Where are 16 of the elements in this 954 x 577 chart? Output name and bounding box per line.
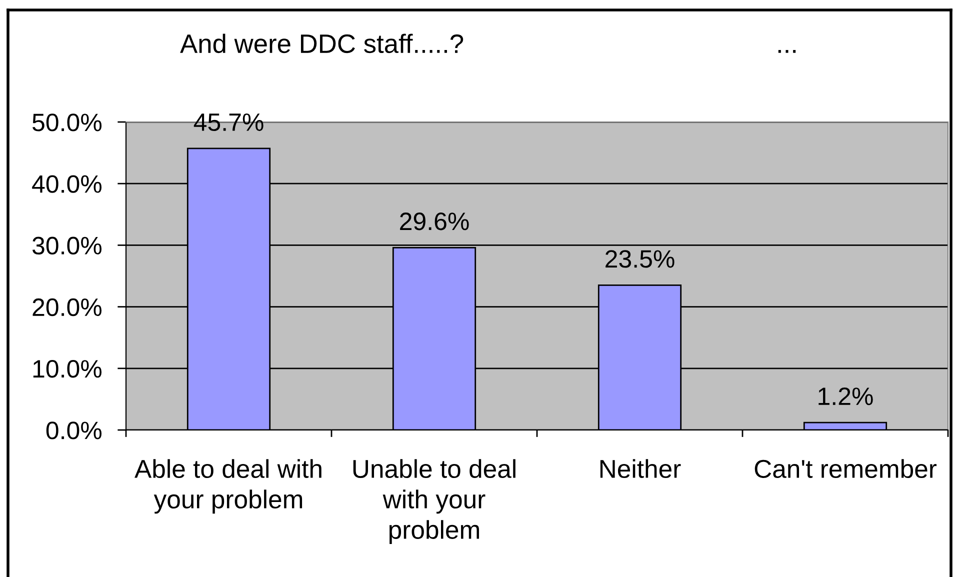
chart-title: And were DDC staff.....? [180, 34, 464, 54]
x-tick-label: Unable to deal with your problem [353, 459, 516, 544]
y-tick-label: 50.0% [32, 114, 102, 132]
y-tick-label: 10.0% [33, 360, 102, 378]
y-tick-label: 0.0% [46, 422, 102, 440]
data-label: 45.7% [194, 113, 264, 132]
x-tick-label: Able to deal with your problem [134, 459, 322, 514]
data-label: 29.6% [400, 212, 469, 230]
x-tick-label: Neither [600, 459, 681, 478]
y-tick-label: 20.0% [32, 298, 102, 316]
data-label: 23.5% [606, 250, 674, 268]
text: ... [778, 50, 796, 53]
y-tick-label: 40.0% [32, 175, 102, 193]
data-label: 1.2% [818, 387, 873, 406]
x-tick-label: Can't remember [754, 459, 937, 478]
y-tick-label: 30.0% [32, 236, 102, 255]
